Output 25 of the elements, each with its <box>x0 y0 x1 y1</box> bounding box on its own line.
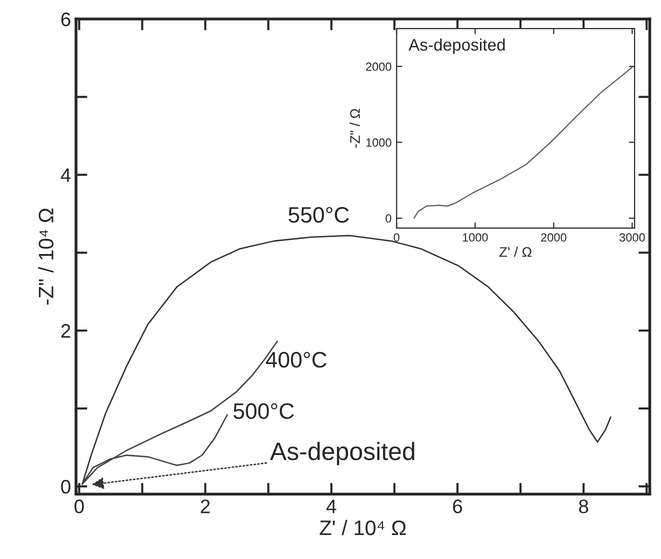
annotation: 550°C <box>288 206 349 223</box>
annotation: 400°C <box>266 352 327 368</box>
x-axis-title: Z' / Ω <box>499 246 532 257</box>
y-tick-label: 0 <box>386 214 392 223</box>
x-tick-label: 1000 <box>462 233 488 242</box>
y-tick-label: 6 <box>61 12 70 26</box>
x-tick-label: 2 <box>200 500 210 514</box>
x-tick-label: 2000 <box>541 233 566 242</box>
annotation: As-deposited <box>270 442 414 466</box>
x-tick-label: 8 <box>579 500 588 514</box>
y-tick-label: 0 <box>61 480 70 494</box>
x-tick-label: 0 <box>394 233 400 242</box>
x-tick-label: 3000 <box>620 233 645 242</box>
x-tick-label: 0 <box>74 500 84 514</box>
x-tick-label: 4 <box>326 500 336 514</box>
y-tick-label: 1000 <box>366 138 392 147</box>
y-axis-title: -Z" / 10⁴ Ω <box>38 208 54 305</box>
x-tick-label: 6 <box>453 500 462 514</box>
y-tick-label: 2000 <box>366 62 392 71</box>
x-axis-title: Z' / 10⁴ Ω <box>320 520 406 536</box>
y-tick-label: 4 <box>60 168 71 182</box>
y-tick-label: 2 <box>61 324 70 338</box>
annotation: 500°C <box>234 403 294 419</box>
y-axis-title: -Z" / Ω <box>350 108 360 148</box>
annotation: As-deposited <box>408 38 505 54</box>
